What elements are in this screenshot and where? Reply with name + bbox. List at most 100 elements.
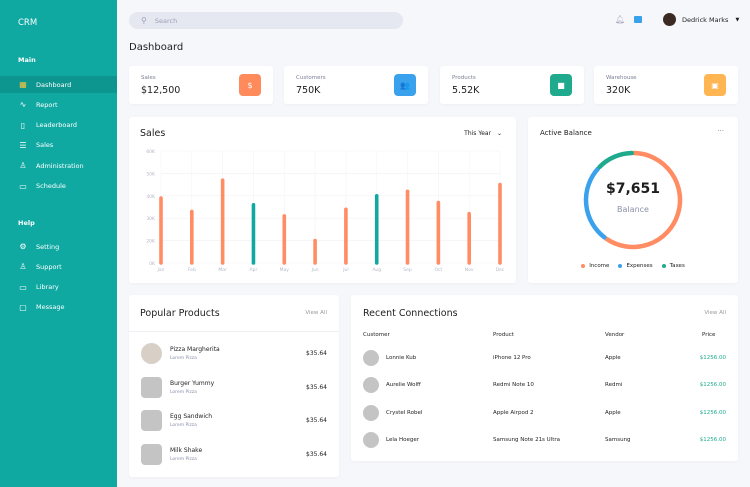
sidebar-item-support[interactable]: ♙ Support [0, 258, 117, 275]
stat-card-warehouse: Warehouse 320K ▣ [594, 66, 738, 104]
customer-name: Lela Hoeger [386, 436, 420, 443]
x-tick-label: Jan [157, 267, 165, 273]
legend-item-income: Income [581, 263, 609, 269]
period-select[interactable]: This Year ⌄ [464, 130, 502, 137]
table-row[interactable]: Crystel Robel Apple Airpod 2 Apple $1256.00 [351, 404, 738, 421]
user-menu[interactable]: Dedrick Marks ▼ [663, 13, 739, 26]
donut-slice-income[interactable] [604, 150, 683, 250]
sidebar-item-label: Support [36, 262, 62, 271]
product-thumbnail [141, 443, 162, 465]
legend: Income Expenses Taxes [528, 263, 738, 269]
column-header-product: Product [493, 332, 514, 338]
stat-card-customers: Customers 750K 👥 [284, 66, 428, 104]
product-thumbnail [141, 343, 162, 364]
x-tick-label: Feb [188, 267, 196, 273]
product-name: Milk Shake [170, 446, 203, 454]
y-tick-label: 30K [146, 216, 156, 222]
sidebar-item-message[interactable]: ▢ Message [0, 299, 117, 316]
sidebar-item-administration[interactable]: ♙ Administration [0, 157, 117, 174]
stat-value: $12,500 [141, 85, 181, 96]
customer-name: Aurelie Wolff [386, 382, 421, 389]
product-subtitle: Lorem Pizza [170, 389, 197, 395]
grid-icon: ▦ [19, 80, 27, 89]
view-all-link[interactable]: View All [704, 310, 726, 316]
search-icon: ⚲ [141, 16, 147, 25]
customer-avatar [363, 350, 379, 366]
list-item[interactable]: Burger Yummy Lorem Pizza $35.64 [141, 376, 327, 399]
calendar-icon: ▭ [19, 181, 27, 191]
user-name: Dedrick Marks [682, 15, 729, 24]
donut-slice-taxes[interactable] [597, 150, 635, 170]
list-item[interactable]: Pizza Margherita Lorem Pizza $35.64 [141, 343, 327, 365]
sales-panel: Sales This Year ⌄ 0K 20K 30K 40K 50K 60K Jan Fe… [129, 117, 516, 283]
clipboard-icon: ▯ [20, 120, 26, 130]
list-item[interactable]: Milk Shake Lorem Pizza $35.64 [141, 443, 327, 466]
sidebar-item-label: Administration [36, 161, 84, 170]
view-all-link[interactable]: View All [305, 310, 327, 316]
users-icon: 👥 [394, 74, 416, 96]
legend-item-expenses: Expenses [618, 263, 653, 269]
section-help: Help [18, 219, 35, 227]
chevron-down-icon: ⌄ [496, 130, 502, 137]
vendor-name: Apple [605, 355, 621, 361]
sidebar-item-setting[interactable]: ⚙ Setting [0, 238, 117, 255]
page-title: Dashboard [129, 42, 184, 53]
search-input[interactable]: ⚲ Search [129, 12, 403, 29]
y-tick-label: 20K [146, 239, 156, 245]
donut-slice-expenses[interactable] [583, 166, 607, 240]
price: $1256.00 [699, 355, 726, 361]
sales-title: Sales [140, 128, 166, 139]
message-icon[interactable] [634, 16, 642, 23]
x-tick-label: Jul [342, 267, 348, 273]
x-tick-label: Aug [372, 267, 381, 273]
balance-panel: Active Balance ··· $7,651 Balance Income… [528, 117, 738, 283]
vendor-name: Samsung [605, 436, 631, 443]
database-icon: ☰ [19, 140, 27, 150]
sidebar-item-leaderboard[interactable]: ▯ Leaderboard [0, 117, 117, 134]
table-row[interactable]: Lela Hoeger Samsung Note 21s Ultra Samsung… [351, 431, 738, 448]
folder-icon: ▭ [19, 282, 27, 292]
bell-icon[interactable]: 🔔︎ [615, 15, 626, 24]
price: $1256.00 [699, 436, 726, 443]
stat-label: Sales [141, 75, 156, 81]
column-header-customer: Customer [363, 332, 390, 338]
table-row[interactable]: Lonnie Kub iPhone 12 Pro Apple $1256.00 [351, 350, 738, 366]
table-row[interactable]: Aurelie Wolff Redmi Note 10 Redmi $1256.00 [351, 377, 738, 394]
product-name: Pizza Margherita [170, 346, 220, 353]
product-name: Redmi Note 10 [493, 382, 534, 389]
legend-label: Taxes [669, 263, 685, 269]
message-icon: ▢ [19, 302, 27, 312]
sidebar-item-schedule[interactable]: ▭ Schedule [0, 178, 117, 195]
sidebar-item-dashboard[interactable]: ▦ Dashboard [0, 76, 117, 93]
legend-dot-icon [581, 264, 586, 268]
product-thumbnail [141, 410, 162, 431]
sidebar-item-sales[interactable]: ☰ Sales [0, 137, 117, 154]
sidebar-item-report[interactable]: ∿ Report [0, 96, 117, 113]
product-subtitle: Lorem Pizza [170, 356, 197, 361]
x-tick-label: Oct [434, 267, 442, 273]
y-tick-label: 0K [149, 261, 156, 267]
legend-label: Income [589, 263, 610, 269]
column-header-price: Price [702, 332, 716, 338]
more-icon[interactable]: ··· [717, 127, 724, 135]
gear-icon: ⚙ [19, 242, 27, 251]
list-item[interactable]: Egg Sandwich Lorem Pizza $35.64 [141, 410, 327, 432]
users-icon: ♙ [19, 262, 27, 272]
balance-label: Balance [617, 205, 649, 214]
sidebar-item-label: Schedule [36, 182, 66, 190]
x-tick-label: Dec [496, 267, 505, 273]
customer-name: Crystel Robel [386, 409, 423, 416]
truck-icon: ▣ [704, 74, 726, 96]
avatar [663, 13, 676, 26]
sidebar-item-library[interactable]: ▭ Library [0, 279, 117, 296]
stat-value: 5.52K [452, 85, 480, 96]
dollar-icon: $ [239, 74, 261, 96]
recent-connections-panel: Recent Connections View All Customer Prod… [351, 295, 738, 461]
product-name: Burger Yummy [170, 379, 215, 387]
product-price: $35.64 [306, 383, 327, 391]
period-value: This Year [464, 130, 492, 137]
legend-label: Expenses [626, 263, 653, 269]
product-name: Apple Airpod 2 [493, 409, 534, 416]
section-main: Main [18, 56, 36, 64]
customer-name: Lonnie Kub [386, 355, 417, 361]
